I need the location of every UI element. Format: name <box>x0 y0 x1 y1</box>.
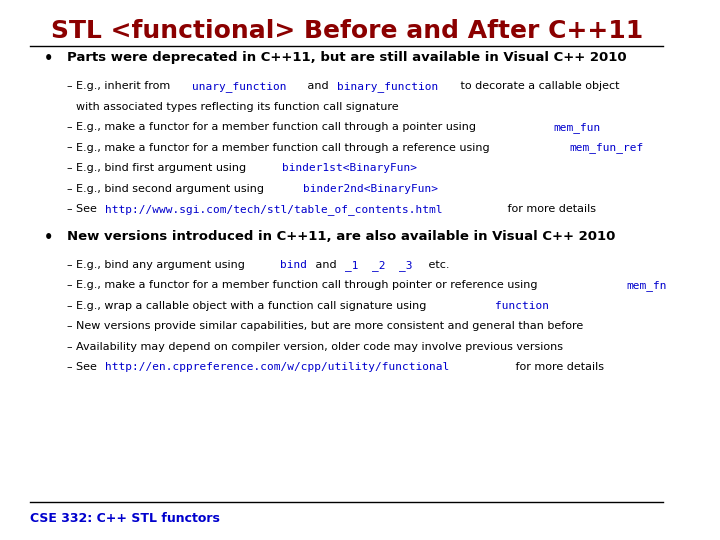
Text: New versions provide similar capabilities, but are more consistent and general t: New versions provide similar capabilitie… <box>76 321 584 332</box>
Text: for more details: for more details <box>504 204 596 214</box>
Text: STL <functional> Before and After C++11: STL <functional> Before and After C++11 <box>50 19 643 43</box>
Text: •: • <box>43 51 53 66</box>
Text: –: – <box>66 122 72 132</box>
Text: http://www.sgi.com/tech/stl/table_of_contents.html: http://www.sgi.com/tech/stl/table_of_con… <box>105 204 443 215</box>
Text: E.g., make a functor for a member function call through pointer or reference usi: E.g., make a functor for a member functi… <box>76 280 541 291</box>
Text: function: function <box>495 301 549 311</box>
Text: binder2nd<BinaryFun>: binder2nd<BinaryFun> <box>303 184 438 194</box>
Text: –: – <box>66 184 72 194</box>
Text: E.g., bind any argument using: E.g., bind any argument using <box>76 260 249 270</box>
Text: –: – <box>66 204 72 214</box>
Text: See: See <box>76 204 101 214</box>
Text: •: • <box>43 230 53 245</box>
Text: _1  _2  _3: _1 _2 _3 <box>346 260 413 271</box>
Text: E.g., wrap a callable object with a function call signature using: E.g., wrap a callable object with a func… <box>76 301 431 311</box>
Text: E.g., bind second argument using: E.g., bind second argument using <box>76 184 268 194</box>
Text: –: – <box>66 81 72 91</box>
Text: CSE 332: C++ STL functors: CSE 332: C++ STL functors <box>30 512 220 525</box>
Text: http://en.cppreference.com/w/cpp/utility/functional: http://en.cppreference.com/w/cpp/utility… <box>105 362 449 373</box>
Text: with associated types reflecting its function call signature: with associated types reflecting its fun… <box>76 102 399 112</box>
Text: bind: bind <box>280 260 307 270</box>
Text: –: – <box>66 163 72 173</box>
Text: –: – <box>66 342 72 352</box>
Text: –: – <box>66 362 72 373</box>
Text: –: – <box>66 143 72 153</box>
Text: –: – <box>66 280 72 291</box>
Text: E.g., make a functor for a member function call through a pointer using: E.g., make a functor for a member functi… <box>76 122 480 132</box>
Text: for more details: for more details <box>512 362 604 373</box>
Text: Parts were deprecated in C++11, but are still available in Visual C++ 2010: Parts were deprecated in C++11, but are … <box>66 51 626 64</box>
Text: E.g., make a functor for a member function call through a reference using: E.g., make a functor for a member functi… <box>76 143 494 153</box>
Text: New versions introduced in C++11, are also available in Visual C++ 2010: New versions introduced in C++11, are al… <box>66 230 615 243</box>
Text: mem_fun_ref: mem_fun_ref <box>570 143 644 153</box>
Text: –: – <box>66 301 72 311</box>
Text: etc.: etc. <box>425 260 449 270</box>
Text: –: – <box>66 321 72 332</box>
Text: mem_fun: mem_fun <box>553 122 600 133</box>
Text: See: See <box>76 362 101 373</box>
Text: unary_function: unary_function <box>192 81 287 92</box>
Text: and: and <box>312 260 341 270</box>
Text: to decorate a callable object: to decorate a callable object <box>456 81 619 91</box>
Text: and: and <box>304 81 332 91</box>
Text: E.g., bind first argument using: E.g., bind first argument using <box>76 163 250 173</box>
Text: binary_function: binary_function <box>337 81 438 92</box>
Text: –: – <box>66 260 72 270</box>
Text: Availability may depend on compiler version, older code may involve previous ver: Availability may depend on compiler vers… <box>76 342 564 352</box>
Text: binder1st<BinaryFun>: binder1st<BinaryFun> <box>282 163 417 173</box>
Text: E.g., inherit from: E.g., inherit from <box>76 81 174 91</box>
Text: mem_fn: mem_fn <box>626 280 667 291</box>
